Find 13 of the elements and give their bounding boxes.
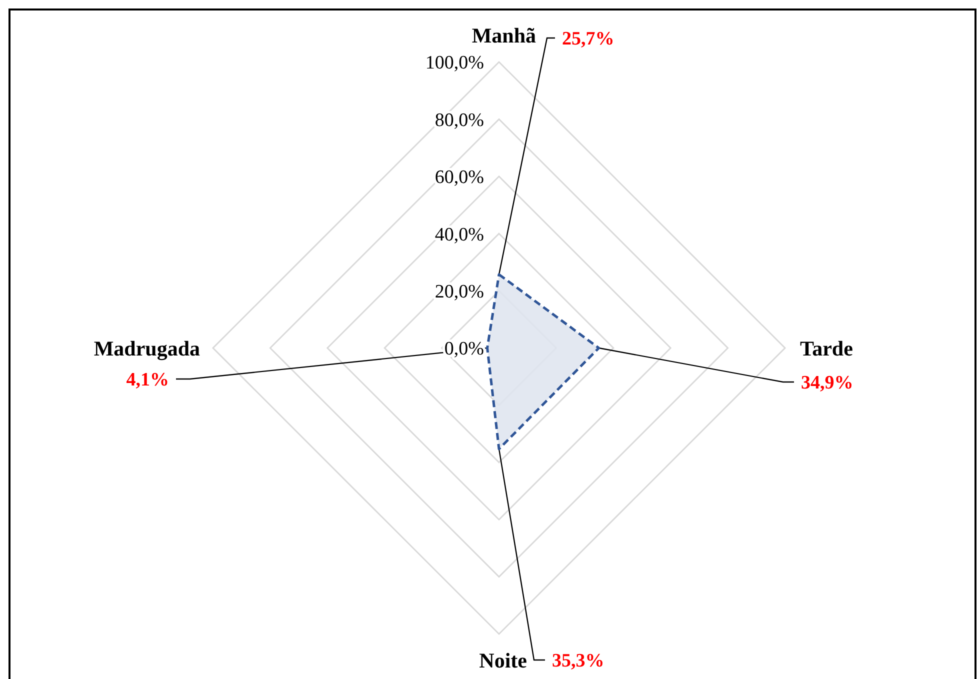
data-label: 4,1% (126, 370, 169, 391)
y-tick-label: 60,0% (434, 167, 484, 188)
spoke-label: Manhã (472, 23, 536, 48)
y-tick-label: 20,0% (434, 281, 484, 302)
data-label: 34,9% (801, 372, 854, 394)
data-label: 25,7% (562, 28, 614, 50)
y-tick-label: 40,0% (434, 224, 484, 246)
spoke-label: Noite (479, 648, 527, 672)
y-tick-label: 80,0% (434, 110, 484, 131)
spoke-label: Tarde (800, 336, 853, 360)
data-label: 35,3% (552, 650, 604, 672)
spoke-label: Madrugada (94, 336, 200, 360)
y-tick-label: 100,0% (425, 52, 484, 74)
